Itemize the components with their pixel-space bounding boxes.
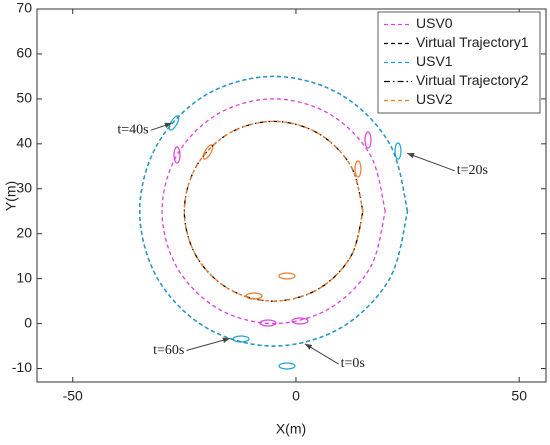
y-tick-label: 20 [16, 224, 32, 240]
legend-label: USV1 [416, 53, 453, 69]
series-line [183, 120, 364, 302]
series-line [139, 75, 409, 347]
x-tick-label: -50 [63, 388, 83, 404]
vessel [291, 317, 309, 325]
vessel [202, 144, 214, 160]
legend-label: USV2 [416, 91, 453, 107]
series-line [161, 98, 386, 325]
legend-label: Virtual Trajectory1 [416, 34, 529, 50]
vessel [364, 131, 372, 149]
vessel [278, 272, 296, 280]
y-tick-label: 40 [16, 135, 32, 151]
legend-label: USV0 [416, 15, 453, 31]
y-axis-label: Y(m) [3, 181, 19, 211]
annotation: t=20s [457, 163, 488, 178]
vessel [394, 142, 402, 160]
annotation-arrow [150, 122, 173, 131]
annotation-arrow [186, 337, 231, 352]
vessel [354, 160, 362, 178]
y-tick-label: 0 [24, 314, 32, 330]
y-tick-label: 10 [16, 269, 32, 285]
legend-box [377, 11, 541, 114]
legend-label: Virtual Trajectory2 [416, 72, 529, 88]
vessel [278, 362, 296, 370]
y-tick-label: 50 [16, 90, 32, 106]
y-tick-label: 30 [16, 179, 32, 195]
x-axis-label: X(m) [276, 421, 306, 437]
annotation: t=60s [153, 343, 184, 358]
vessel [168, 115, 180, 131]
vessel [173, 146, 181, 164]
y-tick-label: 60 [16, 45, 32, 61]
annotation: t=40s [117, 123, 148, 138]
x-tick-label: 0 [292, 388, 300, 404]
y-tick-label: -10 [12, 359, 32, 375]
x-tick-label: 50 [511, 388, 527, 404]
annotation-arrow [304, 343, 339, 365]
y-tick-label: 70 [16, 0, 32, 16]
annotation: t=0s [341, 356, 365, 371]
annotation-arrow [406, 152, 455, 172]
